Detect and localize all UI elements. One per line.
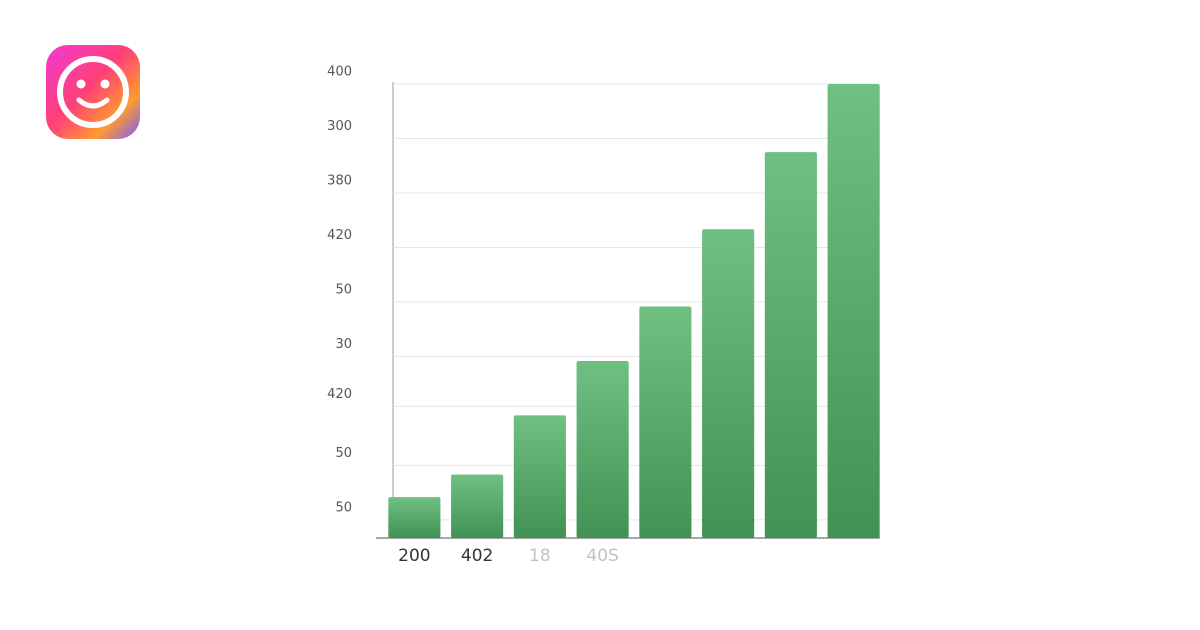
- bar-shade: [451, 474, 504, 538]
- x-tick-label: 40S: [586, 546, 618, 566]
- bar-shade: [639, 306, 692, 538]
- y-tick-label: 50: [335, 500, 352, 515]
- y-tick-label: 420: [327, 228, 352, 243]
- x-tick-label: 200: [398, 546, 430, 566]
- y-tick-label: 50: [335, 282, 352, 297]
- y-tick-label: 50: [335, 446, 352, 461]
- bar-shade: [388, 497, 441, 538]
- y-tick-label: 400: [327, 65, 352, 80]
- bar-shade: [513, 415, 566, 538]
- y-tick-label: 380: [327, 173, 352, 188]
- y-tick-label: 300: [327, 119, 352, 134]
- bar-shade: [827, 84, 880, 538]
- bar-shade: [702, 229, 755, 538]
- app-icon: [46, 45, 140, 139]
- x-tick-label: 18: [529, 546, 551, 566]
- y-tick-label: 420: [327, 387, 352, 402]
- x-tick-label: 402: [461, 546, 493, 566]
- bar-shade: [576, 360, 629, 538]
- y-tick-label: 30: [335, 337, 352, 352]
- bar-shade: [764, 152, 817, 538]
